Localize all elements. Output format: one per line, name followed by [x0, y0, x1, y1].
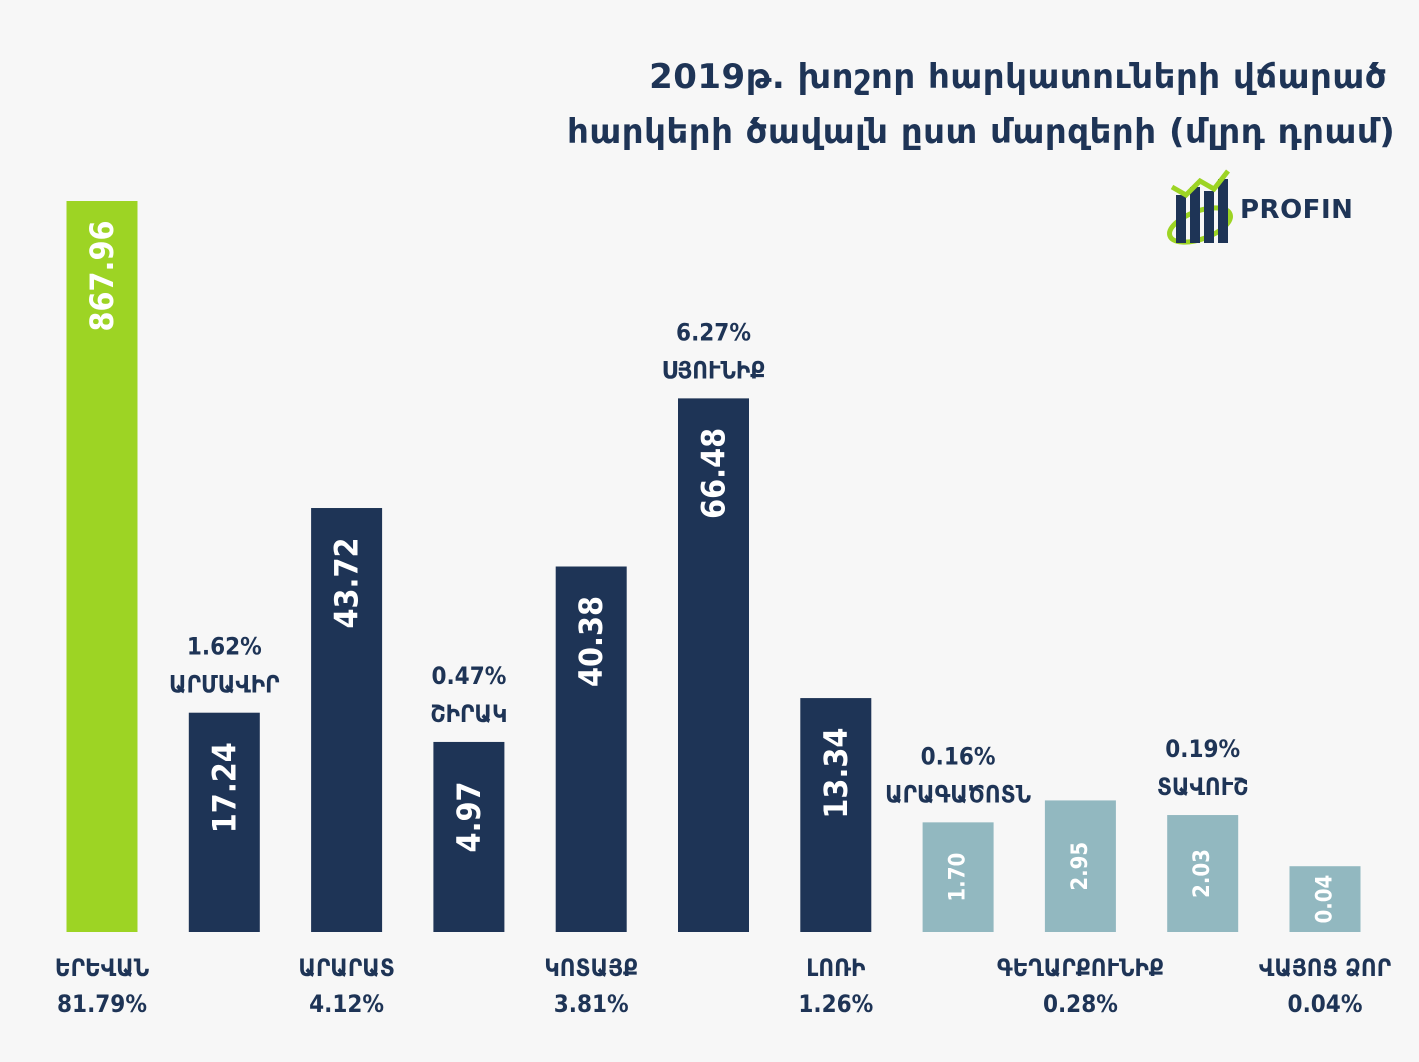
bar-value-label: 13.34 — [817, 728, 855, 819]
percentage-label: 0.16% — [921, 742, 996, 770]
bar — [66, 201, 138, 932]
region-label: ԳԵՂԱՐՔՈՒՆԻՔ — [997, 954, 1164, 982]
bar — [922, 822, 994, 932]
bar — [311, 508, 383, 932]
bar — [1044, 800, 1116, 932]
percentage-label: 1.62% — [187, 633, 262, 661]
percentage-label: 0.04% — [1288, 990, 1363, 1018]
chart-title-line-2: հարկերի ծավալն ըստ մարզերի (մլրդ դրամ) — [567, 112, 1396, 152]
bar — [555, 566, 627, 932]
percentage-label: 81.79% — [57, 990, 147, 1018]
bar-value-label: 2.95 — [1068, 842, 1093, 891]
percentage-label: 3.81% — [554, 990, 629, 1018]
region-label: ԿՈՏԱՅՔ — [544, 954, 638, 982]
region-label: ՎԱՅՈՑ ՁՈՐ — [1259, 954, 1391, 982]
bar-value-label: 2.03 — [1190, 849, 1215, 898]
bar-value-label: 4.97 — [450, 781, 488, 852]
region-label: ԵՐԵՎԱՆ — [55, 954, 150, 982]
bar-value-label: 43.72 — [328, 537, 366, 628]
bar — [678, 398, 749, 932]
bar — [1167, 815, 1239, 932]
region-label: ԼՈՌԻ — [806, 954, 865, 982]
bar-value-label: 17.24 — [205, 742, 243, 833]
chart-title: 2019թ. խոշոր հարկատուների վճարած հարկերի… — [567, 50, 1396, 160]
profin-bars-icon — [1167, 169, 1233, 245]
percentage-label: 0.28% — [1043, 990, 1118, 1018]
bar — [1289, 866, 1361, 932]
bar-value-label: 40.38 — [572, 596, 610, 687]
bar-value-label: 0.04 — [1313, 875, 1338, 924]
bar-value-label: 66.48 — [695, 428, 733, 519]
bar — [800, 698, 872, 932]
bar — [188, 712, 260, 932]
profin-logo: PROFIN — [1160, 165, 1380, 255]
percentage-label: 1.26% — [798, 990, 873, 1018]
percentage-label: 4.12% — [309, 990, 384, 1018]
chart-title-line-1: 2019թ. խոշոր հարկատուների վճարած — [649, 57, 1387, 97]
profin-logo-text: PROFIN — [1240, 195, 1354, 225]
region-label: ԱՐԱՐԱՏ — [298, 954, 394, 982]
percentage-label: 0.19% — [1165, 735, 1240, 763]
region-label: ԱՐԱԳԱԾՈՏՆ — [885, 780, 1032, 808]
bar-value-label: 867.96 — [83, 220, 121, 331]
percentage-label: 0.47% — [431, 662, 506, 690]
bar — [433, 741, 505, 932]
region-label: ՍՅՈՒՆԻՔ — [662, 356, 766, 384]
region-label: ՏԱՎՈՒՇ — [1157, 773, 1249, 801]
region-label: ԱՐՄԱՎԻՐ — [169, 671, 280, 699]
percentage-label: 6.27% — [676, 318, 751, 346]
region-label: ՇԻՐԱԿ — [430, 700, 507, 728]
bar-value-label: 1.70 — [946, 853, 971, 902]
